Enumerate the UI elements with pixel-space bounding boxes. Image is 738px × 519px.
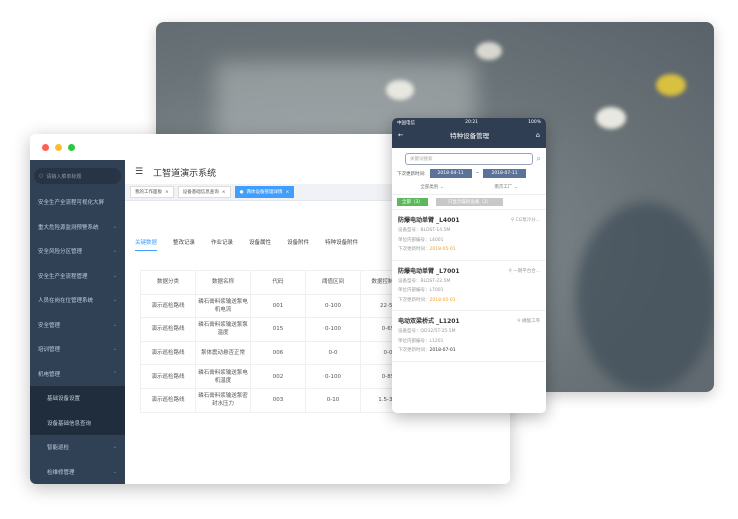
- chevron-icon: ⌄: [112, 346, 117, 353]
- keyword-search-input[interactable]: 关键词搜索: [405, 153, 533, 165]
- equipment-card[interactable]: 防爆电动单臂 _L7001 ⚲ 一期平台合... 设备型号：BLDST-22.5M 单…: [392, 261, 546, 311]
- back-icon[interactable]: ←: [398, 131, 404, 139]
- table-cell: 演示巡检路线: [140, 364, 196, 389]
- table-row: 演示巡检路线 磷石膏料浆输送泵电机电流 001 0-100 22-58: [140, 293, 416, 319]
- status-bar: 中国电信 20:21 100%: [397, 120, 541, 126]
- column-header: 数据分类: [140, 270, 196, 295]
- table-cell: 磷石膏料浆输送泵密封水压力: [195, 387, 251, 413]
- sidebar: ○ 请输入菜单标题 安全生产全流程可视化大屏重大危险源监测预警系统 ⌄ 安全风险分区管…: [30, 160, 125, 484]
- tab[interactable]: 特种设备附件: [325, 240, 359, 246]
- sidebar-subitem[interactable]: 基础设备设置: [30, 386, 125, 411]
- tab[interactable]: 作业记录: [211, 240, 234, 246]
- factory-filter[interactable]: 南京工厂 ⌄: [494, 185, 518, 190]
- tag[interactable]: 我的工作面板 ×: [130, 186, 174, 198]
- equipment-card[interactable]: 电动双梁桥式 _L1201 ⚲ 磷酸工序 设备型号：QD32/5T-25.5M 单位内…: [392, 311, 546, 362]
- hamburger-icon[interactable]: ☰: [135, 167, 144, 177]
- sidebar-item[interactable]: 机电管理 ⌃: [38, 370, 117, 378]
- table-cell: 015: [250, 317, 306, 342]
- column-header: 阈值区间: [305, 270, 361, 295]
- tag[interactable]: 设备基础信息查询 ×: [177, 186, 231, 198]
- close-icon[interactable]: ×: [221, 189, 226, 195]
- table-cell: 0-100: [305, 293, 361, 319]
- tab[interactable]: 设备属性: [249, 240, 272, 246]
- table-row: 演示巡检路线 磷石膏料浆输送泵电机温度 002 0-100 0-85: [140, 364, 416, 389]
- page-title: 工智道演示系统: [153, 168, 217, 179]
- tab[interactable]: 设备附件: [287, 240, 310, 246]
- table-cell: 演示巡检路线: [140, 293, 196, 319]
- table-cell: 泵体震动悬否正常: [195, 340, 251, 366]
- close-dot[interactable]: [42, 143, 49, 151]
- sidebar-item[interactable]: 安全风险分区管理 ⌄: [38, 248, 117, 256]
- chevron-icon: ⌄: [112, 321, 117, 328]
- chevron-icon: ⌃: [112, 370, 117, 377]
- chevron-icon: ⌄: [112, 223, 117, 230]
- chevron-icon: ⌄: [112, 297, 117, 304]
- chevron-icon: ⌄: [112, 468, 117, 475]
- table-cell: 006: [250, 340, 306, 366]
- tab[interactable]: 关键数据: [135, 238, 158, 251]
- table-cell: 003: [250, 387, 306, 413]
- table-cell: 演示巡检路线: [140, 340, 196, 366]
- table-cell: 002: [250, 364, 306, 389]
- sidebar-subitem[interactable]: 检维修管理 ⌄: [47, 468, 117, 476]
- search-icon[interactable]: ⌕: [536, 154, 541, 163]
- table-row: 演示巡检路线 泵体震动悬否正常 006 0-0 0-0: [140, 340, 416, 366]
- menu-search-input[interactable]: ○ 请输入菜单标题: [34, 168, 121, 184]
- search-icon: ○: [39, 173, 44, 179]
- date-from[interactable]: 2018-04-11: [429, 169, 472, 178]
- data-table: 数据分类 数据名称 代码 阈值区间 数据控制区间 演示巡检路线 磷石膏料浆输送泵电机电流 00…: [140, 270, 416, 413]
- sidebar-item[interactable]: 人员在岗在位管理系统 ⌄: [38, 297, 117, 305]
- location-pin-icon: ⚲: [510, 218, 515, 223]
- sidebar-item[interactable]: 安全生产全流程管理 ⌄: [38, 272, 117, 280]
- table-cell: 磷石膏料浆输送泵泵温度: [195, 317, 251, 342]
- column-header: 代码: [250, 270, 306, 295]
- table-cell: 演示巡检路线: [140, 317, 196, 342]
- close-icon[interactable]: ×: [285, 189, 290, 195]
- location-pin-icon: ⚲: [508, 268, 512, 274]
- minimize-dot[interactable]: [55, 143, 62, 151]
- tabs: 关键数据 整改记录 作业记录 设备属性 设备附件 特种设备附件: [135, 238, 358, 251]
- sidebar-subitem[interactable]: 智能巡检 ⌄: [47, 444, 117, 452]
- date-to[interactable]: 2018-07-11: [483, 169, 526, 178]
- sidebar-item[interactable]: 重大危险源监测预警系统 ⌄: [38, 223, 117, 231]
- column-header: 数据名称: [195, 270, 251, 295]
- table-cell: 磷石膏料浆输送泵电机电流: [195, 293, 251, 319]
- sidebar-item[interactable]: 安全管理 ⌄: [38, 321, 117, 329]
- table-cell: 0-100: [305, 364, 361, 389]
- table-cell: 001: [250, 293, 306, 319]
- mobile-app: 中国电信 20:21 100% ← 特种设备管理 ⌂ 关键词搜索 ⌕ 下次更新时间: 201…: [392, 118, 546, 413]
- sidebar-item[interactable]: 安全生产全流程可视化大屏: [38, 200, 105, 207]
- sidebar-item[interactable]: 培训管理 ⌄: [38, 346, 117, 354]
- table-cell: 磷石膏料浆输送泵电机温度: [195, 364, 251, 389]
- all-button[interactable]: 全部（3）: [397, 198, 428, 206]
- main-content: ☰ 工智道演示系统 我的工作面板 × 设备基础信息查询 × ● 两体设备管理详情 × 关键数据…: [125, 160, 510, 484]
- phone-title: 特种设备管理: [450, 132, 490, 140]
- home-icon[interactable]: ⌂: [535, 131, 540, 139]
- equipment-card[interactable]: 防爆电动单臂 _L4001 ⚲ CG泵冷分... 设备型号：BLDST-14.5M 单…: [392, 210, 546, 261]
- maximize-dot[interactable]: [68, 143, 75, 151]
- only-inspection-button[interactable]: 只显示临检设备（2）: [435, 198, 504, 206]
- chevron-icon: ⌄: [112, 248, 117, 255]
- table-cell: 0-10: [305, 387, 361, 413]
- table-row: 演示巡检路线 磷石膏料浆输送泵密封水压力 003 0-10 1.5-3.5: [140, 387, 416, 413]
- location-pin-icon: ⚲: [517, 319, 521, 324]
- chevron-icon: ⌄: [112, 272, 117, 279]
- category-filter[interactable]: 全部类别 ⌄: [420, 185, 444, 190]
- table-cell: 0-0: [305, 340, 361, 366]
- table-cell: 演示巡检路线: [140, 387, 196, 413]
- tag[interactable]: ● 两体设备管理详情 ×: [234, 186, 295, 198]
- sidebar-subitem[interactable]: 设备基础信息查询: [30, 410, 125, 435]
- chevron-icon: ⌄: [112, 444, 117, 451]
- table-row: 演示巡检路线 磷石膏料浆输送泵泵温度 015 0-100 0-65: [140, 317, 416, 342]
- close-icon[interactable]: ×: [165, 189, 169, 195]
- table-cell: 0-100: [305, 317, 361, 342]
- tab[interactable]: 整改记录: [173, 240, 196, 246]
